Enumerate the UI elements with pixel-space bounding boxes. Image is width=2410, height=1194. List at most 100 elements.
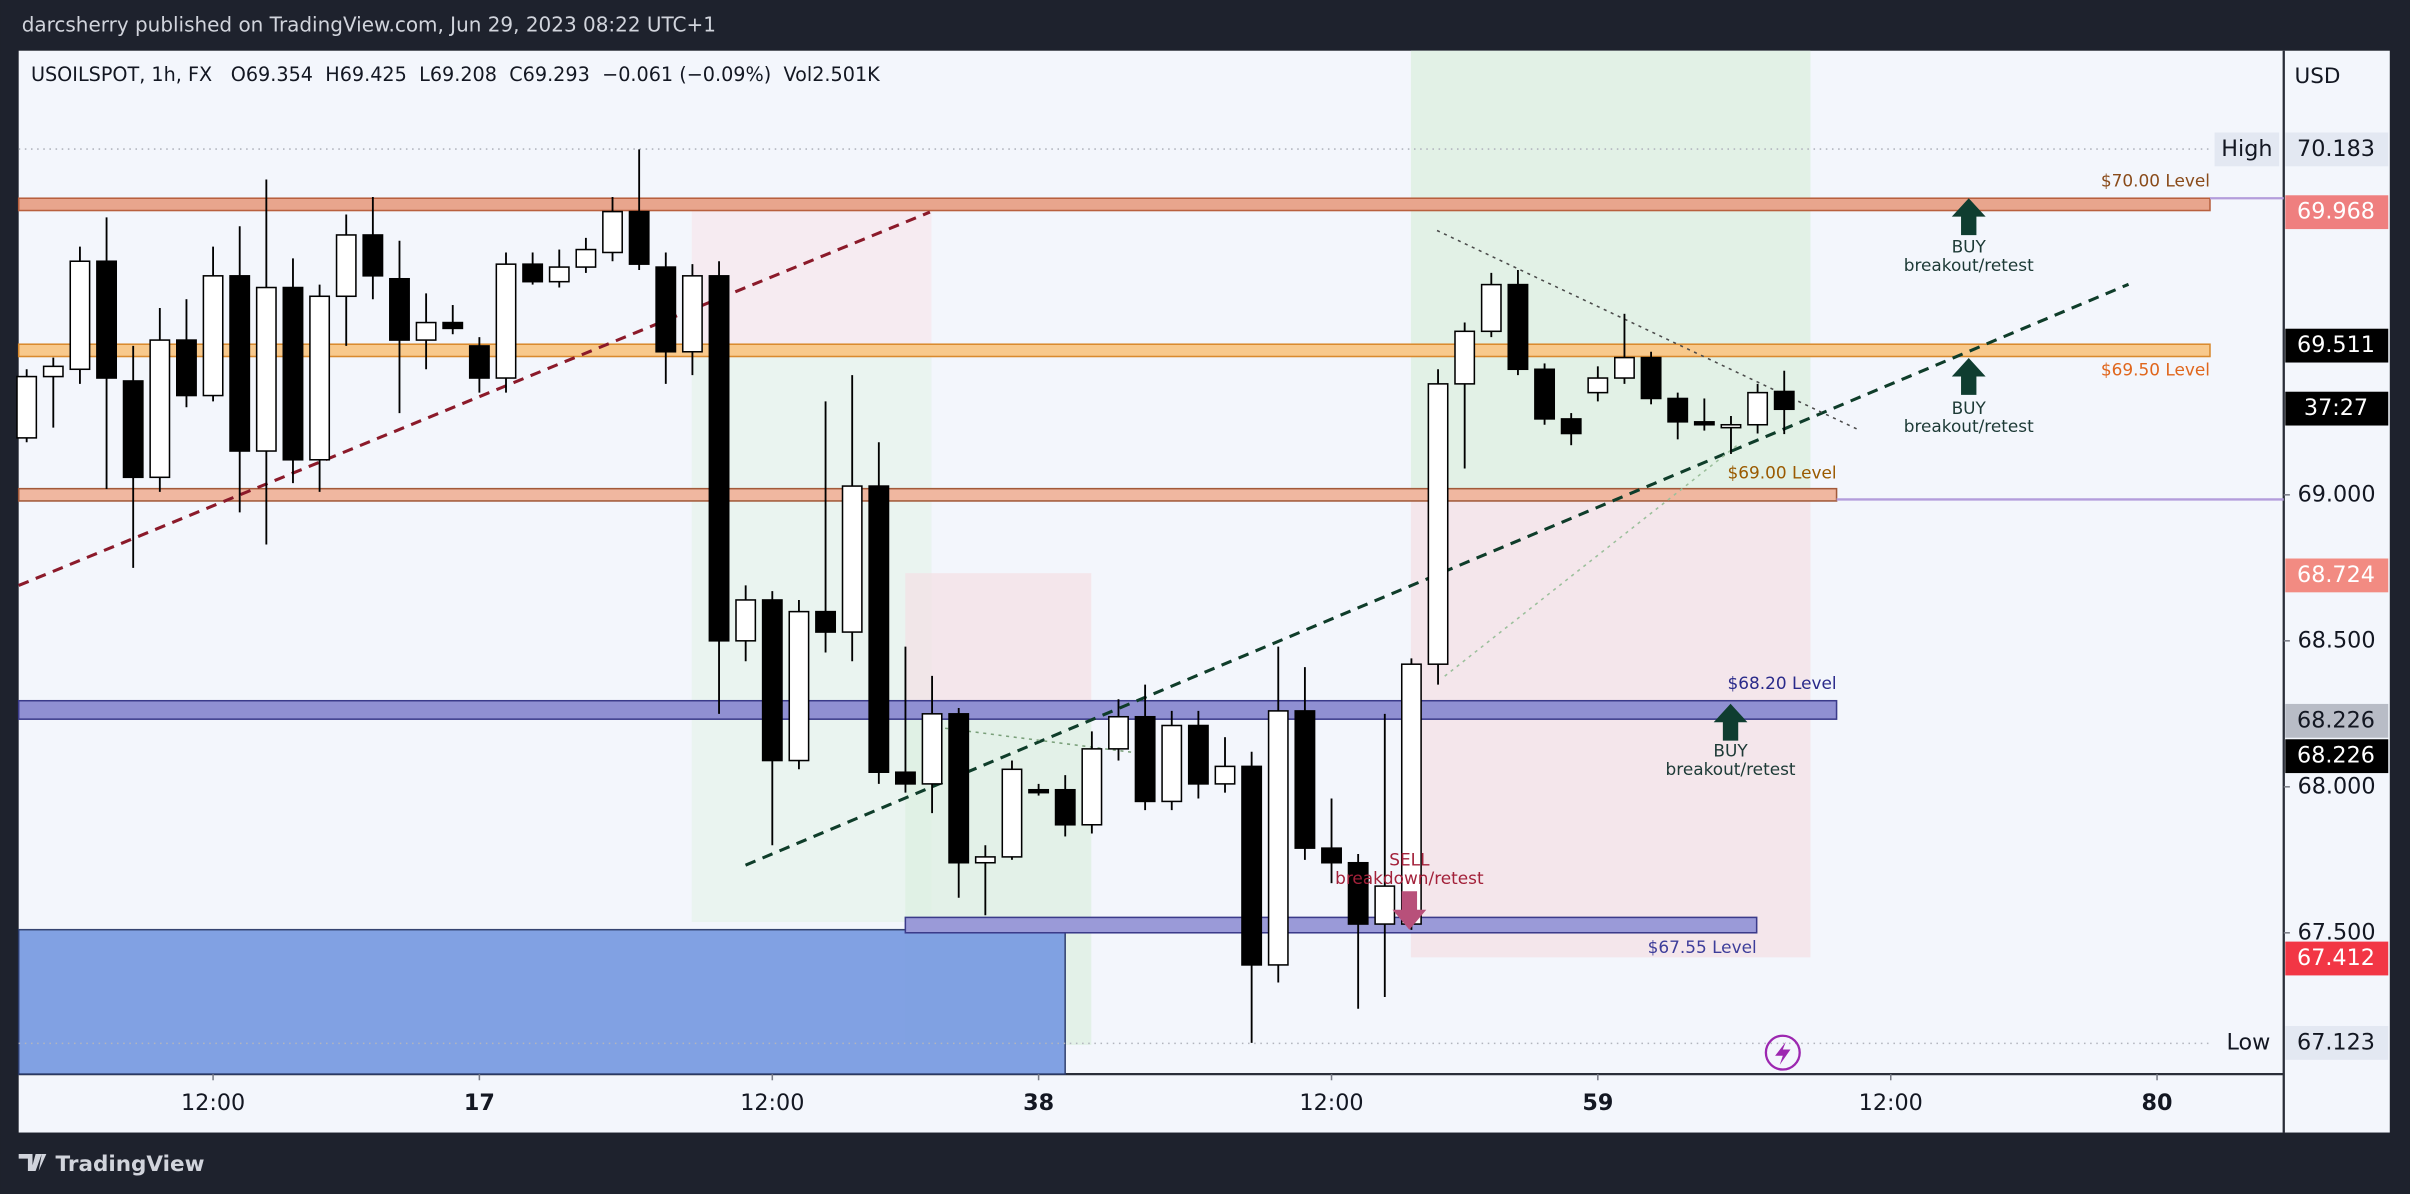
publisher: darcsherry published on TradingView.com,… — [22, 13, 716, 37]
x-tick-label: 12:00 — [740, 1090, 804, 1116]
logo — [18, 1154, 47, 1171]
y-tick-label: 67.500 — [2298, 919, 2376, 945]
trend-line — [1436, 229, 1860, 431]
legend-item: Vol2.501K — [784, 63, 881, 86]
candle-body — [1187, 724, 1209, 785]
candle-body — [974, 856, 996, 864]
price-label-box — [2285, 132, 2389, 167]
y-tick-label: 69.000 — [2298, 481, 2376, 507]
symbol: USOILSPOT, 1h, FX — [31, 63, 212, 86]
level-zone — [17, 197, 2211, 212]
level-zone — [17, 487, 1838, 502]
candle-body — [149, 339, 171, 479]
candle-body — [735, 599, 757, 642]
signal-text: breakout/retest — [1904, 255, 2034, 275]
brand: TradingView — [56, 1152, 205, 1177]
candle-body — [1081, 748, 1103, 826]
signal-title: BUY — [1713, 740, 1748, 760]
trend-line — [18, 210, 931, 587]
signal-title: BUY — [1952, 236, 1987, 256]
buy-arrow — [1951, 198, 1986, 236]
candle-body — [1001, 768, 1023, 858]
candle-body — [1640, 356, 1662, 400]
buy-arrow — [1951, 358, 1986, 395]
x-tick-label: 12:00 — [1299, 1090, 1363, 1116]
candle-body — [1454, 330, 1476, 385]
alert-icon[interactable] — [1764, 1034, 1801, 1071]
candle-body — [202, 275, 224, 397]
legend-item: O69.354 — [231, 63, 313, 86]
candle-body — [1614, 356, 1635, 379]
candle-body — [1108, 715, 1129, 750]
y-tick-label: 68.500 — [2298, 627, 2376, 653]
candle-body — [282, 286, 304, 461]
risk-area — [905, 573, 1092, 715]
candle-body — [42, 365, 64, 378]
candle-body — [415, 321, 437, 341]
candle-body — [1747, 391, 1769, 426]
trend-line — [1444, 445, 1738, 677]
risk-area — [691, 199, 932, 349]
level-label: $68.20 Level — [1728, 673, 1837, 693]
candle-body — [1374, 885, 1396, 925]
candle-body — [1534, 368, 1556, 420]
countdown-box — [2285, 391, 2389, 426]
candle-body — [1241, 765, 1263, 966]
signal-title: SELL — [1389, 850, 1430, 870]
price-label-box — [2285, 558, 2389, 593]
risk-area — [1410, 496, 1811, 958]
price-label-box — [2285, 1025, 2389, 1060]
candle-body — [1134, 715, 1156, 803]
candle-body — [442, 321, 464, 330]
signal-text: breakout/retest — [1904, 416, 2034, 436]
candle-body — [628, 210, 650, 265]
candle-body — [1560, 418, 1582, 435]
countdown: 37:27 — [2304, 395, 2368, 421]
candle-body — [1028, 788, 1050, 794]
candle-body — [655, 266, 677, 353]
signal-text: breakdown/retest — [1335, 868, 1484, 888]
candle-body — [681, 275, 703, 353]
candle-body — [1480, 283, 1502, 333]
high-tag: High — [2221, 136, 2272, 162]
signal-title: BUY — [1952, 398, 1987, 418]
candle-body — [895, 771, 916, 785]
candle-body — [1507, 283, 1529, 371]
candle-body — [229, 275, 251, 452]
price-label: 67.123 — [2297, 1029, 2375, 1055]
level-label: $67.55 Level — [1648, 937, 1757, 957]
price-label: 67.412 — [2297, 945, 2375, 971]
time-axis — [18, 1074, 2284, 1133]
y-tick-label: 68.000 — [2298, 773, 2376, 799]
candle-body — [309, 295, 331, 461]
level-label: $69.00 Level — [1728, 462, 1837, 482]
candle-body — [788, 610, 810, 762]
candle-body — [921, 713, 943, 785]
legend-item: −0.061 (−0.09%) — [602, 63, 771, 86]
x-tick-label: 12:00 — [181, 1090, 245, 1116]
candle-body — [1587, 377, 1609, 394]
legend: O69.354 H69.425 L69.208 C69.293 −0.061 (−0.0… — [231, 63, 880, 86]
x-tick-label: 59 — [1582, 1090, 1613, 1116]
plot-area — [18, 50, 2284, 1075]
candle-body — [1294, 710, 1316, 849]
reward-area — [1410, 50, 1811, 497]
axis-labels: 67.500 68.000 68.500 69.000 12:00 17 12:00 38 12… — [181, 132, 2389, 1116]
price-label: 69.968 — [2297, 199, 2375, 225]
candle-body — [575, 248, 597, 268]
blue-zone — [17, 928, 1066, 1075]
price-label-box — [2285, 328, 2389, 363]
x-tick-label: 80 — [2142, 1090, 2173, 1116]
candle-body — [1321, 847, 1342, 864]
legend-item: L69.208 — [419, 63, 497, 86]
price-label: 70.183 — [2297, 136, 2375, 162]
level-label: $69.50 Level — [2101, 359, 2210, 379]
candle-body — [335, 234, 357, 298]
x-tick-label: 17 — [464, 1090, 495, 1116]
trend-line — [744, 282, 2130, 867]
reward-area — [691, 348, 932, 923]
candle-body — [1161, 724, 1183, 803]
candle-body — [1720, 423, 1742, 429]
x-tick-label: 38 — [1023, 1090, 1054, 1116]
